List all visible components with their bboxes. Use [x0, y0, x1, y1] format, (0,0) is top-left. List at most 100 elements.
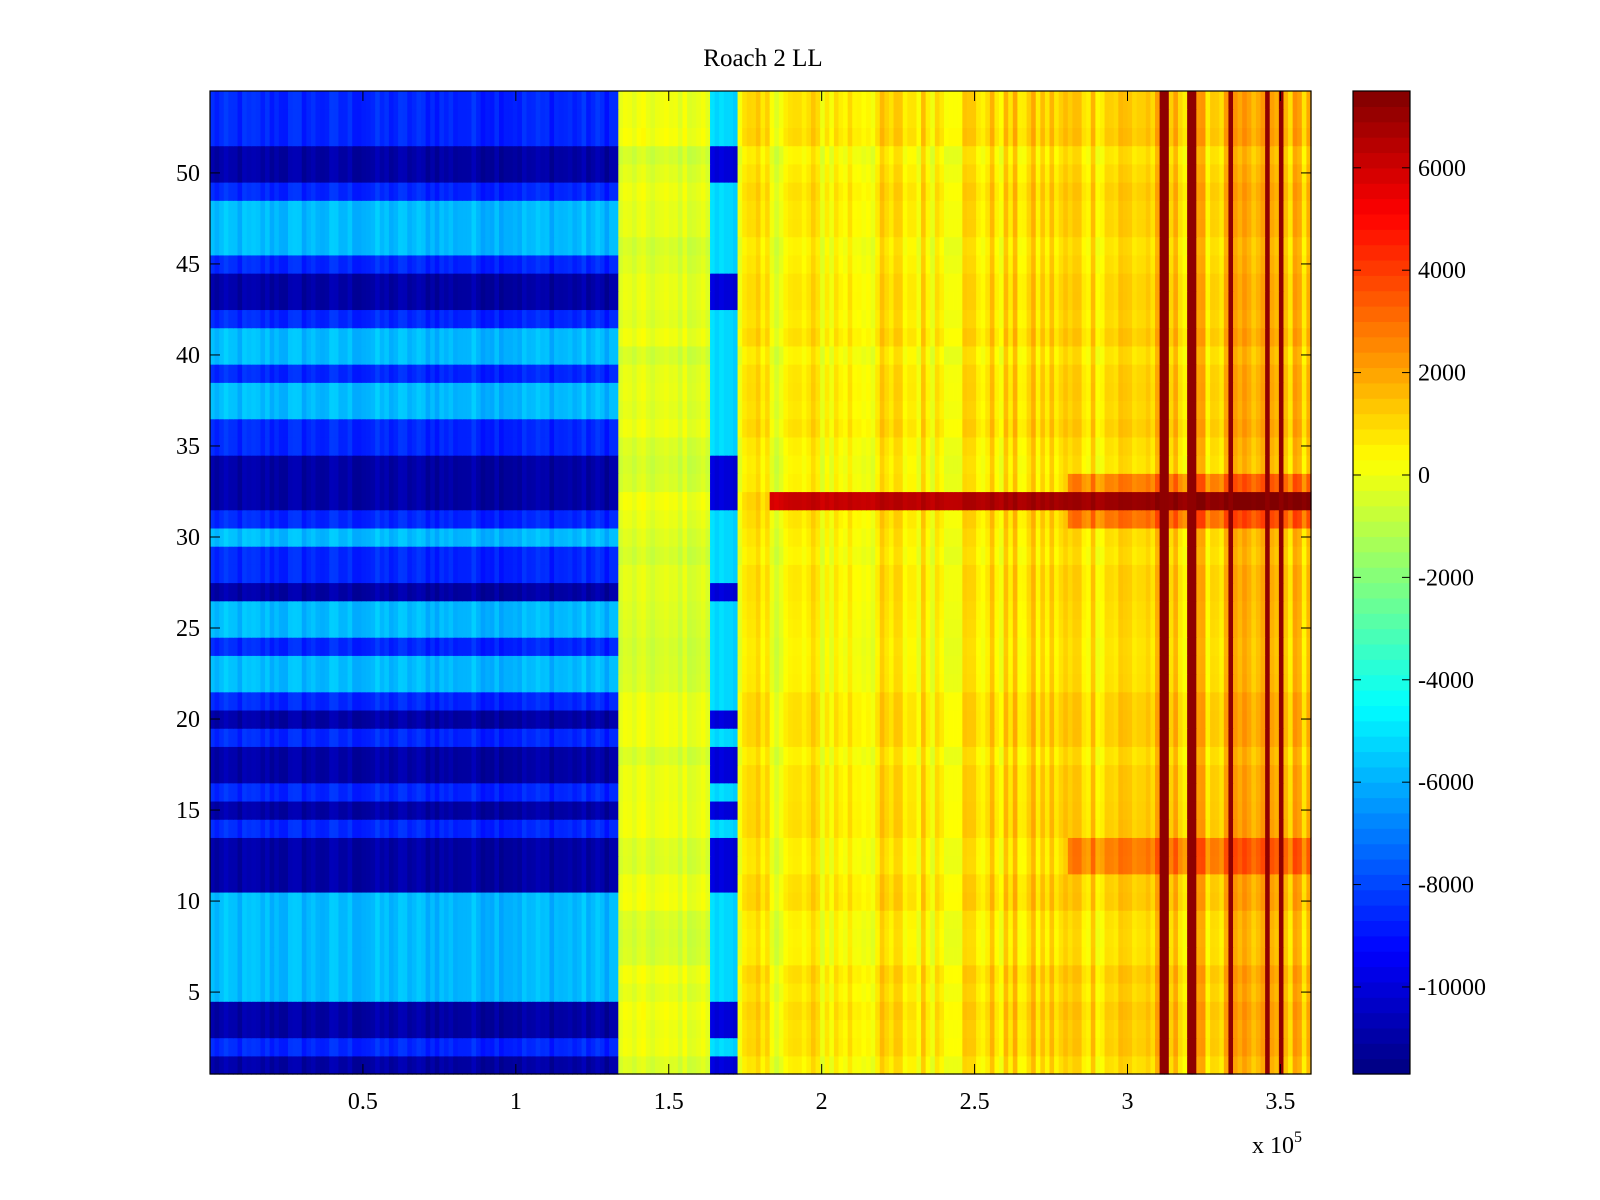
heatmap-cell [645, 819, 651, 838]
heatmap-cell [737, 910, 743, 929]
heatmap-cell [884, 1037, 890, 1057]
heatmap-cell [375, 964, 381, 984]
heatmap-cell [398, 891, 404, 911]
heatmap-cell [554, 964, 560, 984]
heatmap-cell [705, 837, 711, 857]
heatmap-cell [732, 928, 739, 948]
heatmap-cell [411, 891, 418, 911]
heatmap-cell [439, 837, 445, 857]
heatmap-cell [1095, 709, 1101, 729]
heatmap-cell [223, 891, 229, 911]
heatmap-cell [535, 855, 541, 875]
heatmap-cell [1288, 746, 1294, 766]
heatmap-cell [769, 891, 775, 911]
heatmap-cell [1260, 709, 1266, 729]
heatmap-cell [1049, 946, 1055, 966]
heatmap-cell [1255, 1037, 1262, 1057]
heatmap-cell [723, 764, 729, 784]
heatmap-cell [563, 691, 569, 711]
heatmap-cell [1054, 764, 1060, 784]
heatmap-cell [508, 782, 514, 802]
heatmap-cell [439, 746, 445, 766]
heatmap-cell [792, 691, 798, 711]
heatmap-cell [356, 964, 362, 984]
heatmap-cell [1003, 964, 1009, 984]
heatmap-cell [338, 982, 344, 1002]
heatmap-cell [572, 1001, 578, 1020]
heatmap-cell [939, 982, 945, 1002]
heatmap-cell [966, 1019, 973, 1039]
heatmap-cell [214, 819, 220, 838]
heatmap-cell [1260, 1037, 1266, 1057]
heatmap-cell [925, 764, 931, 784]
heatmap-cell [425, 764, 431, 784]
heatmap-cell [1288, 764, 1294, 784]
heatmap-cell [930, 928, 936, 948]
heatmap-cell [1104, 910, 1110, 929]
heatmap-cell [650, 746, 656, 766]
heatmap-cell [742, 946, 748, 966]
heatmap-cell [788, 910, 794, 929]
heatmap-cell [898, 837, 904, 857]
heatmap-cell [407, 982, 413, 1002]
heatmap-cell [907, 837, 913, 857]
heatmap-cell [989, 819, 996, 838]
heatmap-cell [879, 1055, 885, 1075]
heatmap-cell [778, 1019, 785, 1039]
heatmap-cell [448, 800, 454, 820]
heatmap-cell [957, 873, 963, 893]
heatmap-cell [1012, 910, 1018, 929]
heatmap-cell [384, 873, 390, 893]
heatmap-cell [966, 746, 973, 766]
heatmap-cell [847, 928, 853, 948]
heatmap-cell [921, 782, 927, 802]
heatmap-cell [393, 837, 399, 857]
heatmap-cell [544, 819, 551, 838]
heatmap-cell [893, 819, 899, 838]
heatmap-cell [320, 982, 326, 1002]
heatmap-cell [687, 1037, 693, 1057]
heatmap-cell [696, 1019, 702, 1039]
heatmap-cell [517, 764, 523, 784]
heatmap-cell [535, 764, 541, 784]
heatmap-cell [870, 946, 876, 966]
heatmap-cell [210, 837, 216, 857]
heatmap-cell [1077, 1019, 1083, 1039]
heatmap-cell [1095, 928, 1101, 948]
heatmap-cell [347, 819, 353, 838]
heatmap-cell [577, 691, 583, 711]
heatmap-cell [292, 691, 298, 711]
heatmap-cell [443, 746, 450, 766]
heatmap-cell [1182, 800, 1188, 820]
heatmap-cell [604, 746, 610, 766]
heatmap-cell [567, 855, 574, 875]
heatmap-cell [778, 782, 785, 802]
heatmap-cell [1118, 910, 1124, 929]
heatmap-cell [870, 1055, 876, 1075]
heatmap-cell [297, 728, 303, 747]
heatmap-cell [948, 728, 954, 747]
heatmap-cell [356, 691, 362, 711]
heatmap-cell [884, 1001, 890, 1020]
heatmap-cell [632, 746, 638, 766]
heatmap-cell [379, 928, 385, 948]
heatmap-cell [1251, 964, 1257, 984]
heatmap-cell [1159, 746, 1165, 766]
heatmap-cell [242, 709, 248, 729]
heatmap-cell [833, 910, 840, 929]
heatmap-cell [627, 1037, 633, 1057]
heatmap-cell [1288, 873, 1294, 893]
heatmap-cell [287, 982, 294, 1002]
heatmap-cell [489, 928, 496, 948]
heatmap-cell [1008, 982, 1014, 1002]
heatmap-cell [1292, 837, 1298, 857]
heatmap-cell [1164, 1019, 1170, 1039]
heatmap-cell [476, 746, 482, 766]
heatmap-cell [549, 855, 555, 875]
heatmap-cell [1265, 855, 1271, 875]
heatmap-cell [930, 1037, 936, 1057]
heatmap-cell [549, 910, 555, 929]
heatmap-cell [677, 728, 684, 747]
heatmap-cell [824, 764, 830, 784]
heatmap-cell [503, 964, 509, 984]
